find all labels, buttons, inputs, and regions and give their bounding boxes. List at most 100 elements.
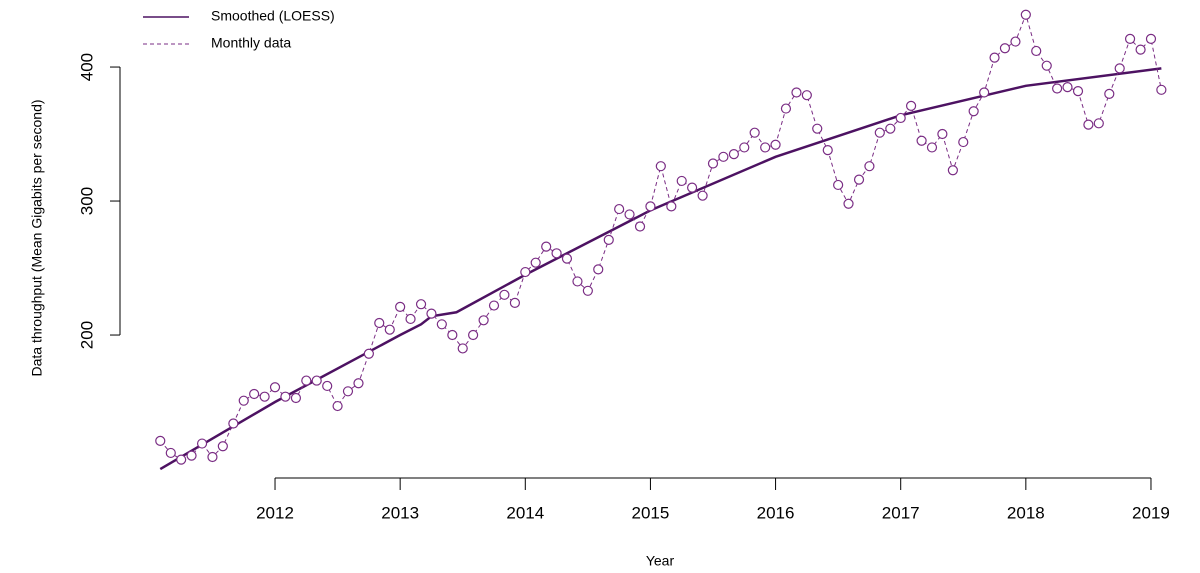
data-point (1093, 118, 1104, 129)
data-point (426, 308, 437, 319)
data-point (1083, 119, 1094, 130)
legend-label: Smoothed (LOESS) (211, 8, 335, 24)
data-point (541, 241, 552, 252)
data-point (968, 106, 979, 117)
data-point (624, 209, 635, 220)
data-point (228, 418, 239, 429)
data-point (947, 165, 958, 176)
data-point (1145, 33, 1157, 45)
data-point (155, 435, 166, 446)
data-point (269, 382, 281, 393)
data-point (1010, 36, 1021, 47)
data-point (551, 248, 562, 259)
data-point (395, 301, 406, 312)
data-point (280, 391, 291, 402)
data-point (311, 375, 322, 386)
data-point (864, 161, 875, 172)
data-point (447, 329, 458, 341)
x-tick-label: 2017 (882, 503, 920, 522)
data-point (478, 315, 489, 326)
data-point (760, 142, 771, 153)
y-tick-label: 300 (77, 187, 96, 215)
data-point (593, 264, 604, 275)
data-point (363, 348, 374, 359)
data-point (468, 329, 479, 341)
data-point (301, 375, 312, 386)
data-point (853, 174, 865, 185)
data-point (207, 451, 218, 463)
legend-label: Monthly data (211, 35, 291, 51)
x-tick-label: 2018 (1007, 503, 1045, 522)
x-tick-label: 2013 (381, 503, 419, 522)
data-point (582, 285, 593, 296)
data-point (655, 161, 666, 172)
data-point (770, 139, 781, 150)
data-point (791, 87, 802, 98)
x-tick-label: 2016 (757, 503, 795, 522)
series-line (159, 13, 1162, 461)
data-point (1072, 86, 1084, 97)
data-point (780, 103, 792, 114)
data-point (687, 182, 698, 193)
data-point (436, 319, 447, 330)
data-point (196, 438, 208, 449)
data-point (645, 201, 656, 212)
data-point (1124, 33, 1136, 45)
data-point (1104, 88, 1115, 99)
data-point (217, 441, 228, 452)
data-point (697, 190, 708, 201)
data-point (415, 299, 427, 310)
data-point (874, 127, 885, 138)
data-point (1135, 44, 1146, 55)
data-point (176, 454, 187, 465)
data-point (916, 135, 927, 146)
data-point (905, 100, 917, 111)
data-point (384, 324, 395, 335)
y-tick-label: 400 (77, 53, 96, 81)
data-point (979, 87, 990, 98)
x-tick-label: 2015 (632, 503, 670, 522)
data-point (1062, 82, 1073, 93)
data-point (1156, 84, 1167, 95)
data-point (457, 343, 468, 354)
data-point (342, 386, 354, 397)
data-point (499, 289, 510, 300)
data-point (718, 151, 729, 162)
data-point (1041, 60, 1052, 71)
data-point (238, 395, 249, 406)
data-point (833, 179, 844, 191)
data-point (707, 158, 719, 169)
x-tick-label: 2019 (1132, 503, 1170, 522)
data-point (603, 234, 614, 245)
data-point (520, 266, 531, 278)
data-point (634, 221, 646, 232)
data-point (958, 136, 969, 148)
data-point (895, 112, 906, 124)
data-point (186, 450, 197, 461)
series-line (159, 67, 1162, 471)
data-point (885, 123, 896, 134)
data-point (290, 392, 302, 404)
y-tick-label: 200 (77, 321, 96, 349)
data-point (488, 300, 500, 311)
x-tick-label: 2012 (256, 503, 294, 522)
data-point (1052, 83, 1063, 94)
data-point (561, 253, 573, 264)
data-point (989, 52, 1000, 63)
data-point (801, 90, 812, 101)
data-point (405, 313, 416, 325)
data-point (332, 400, 343, 412)
data-point (353, 378, 364, 389)
data-point (812, 123, 823, 134)
data-point (614, 203, 625, 215)
data-point (739, 142, 750, 153)
data-point (926, 142, 938, 153)
x-axis-label: Year (646, 553, 675, 569)
data-point (572, 276, 583, 287)
data-point (749, 127, 760, 138)
data-point (1020, 9, 1031, 20)
data-point (249, 388, 260, 400)
data-point (676, 175, 687, 187)
data-point (666, 201, 677, 212)
